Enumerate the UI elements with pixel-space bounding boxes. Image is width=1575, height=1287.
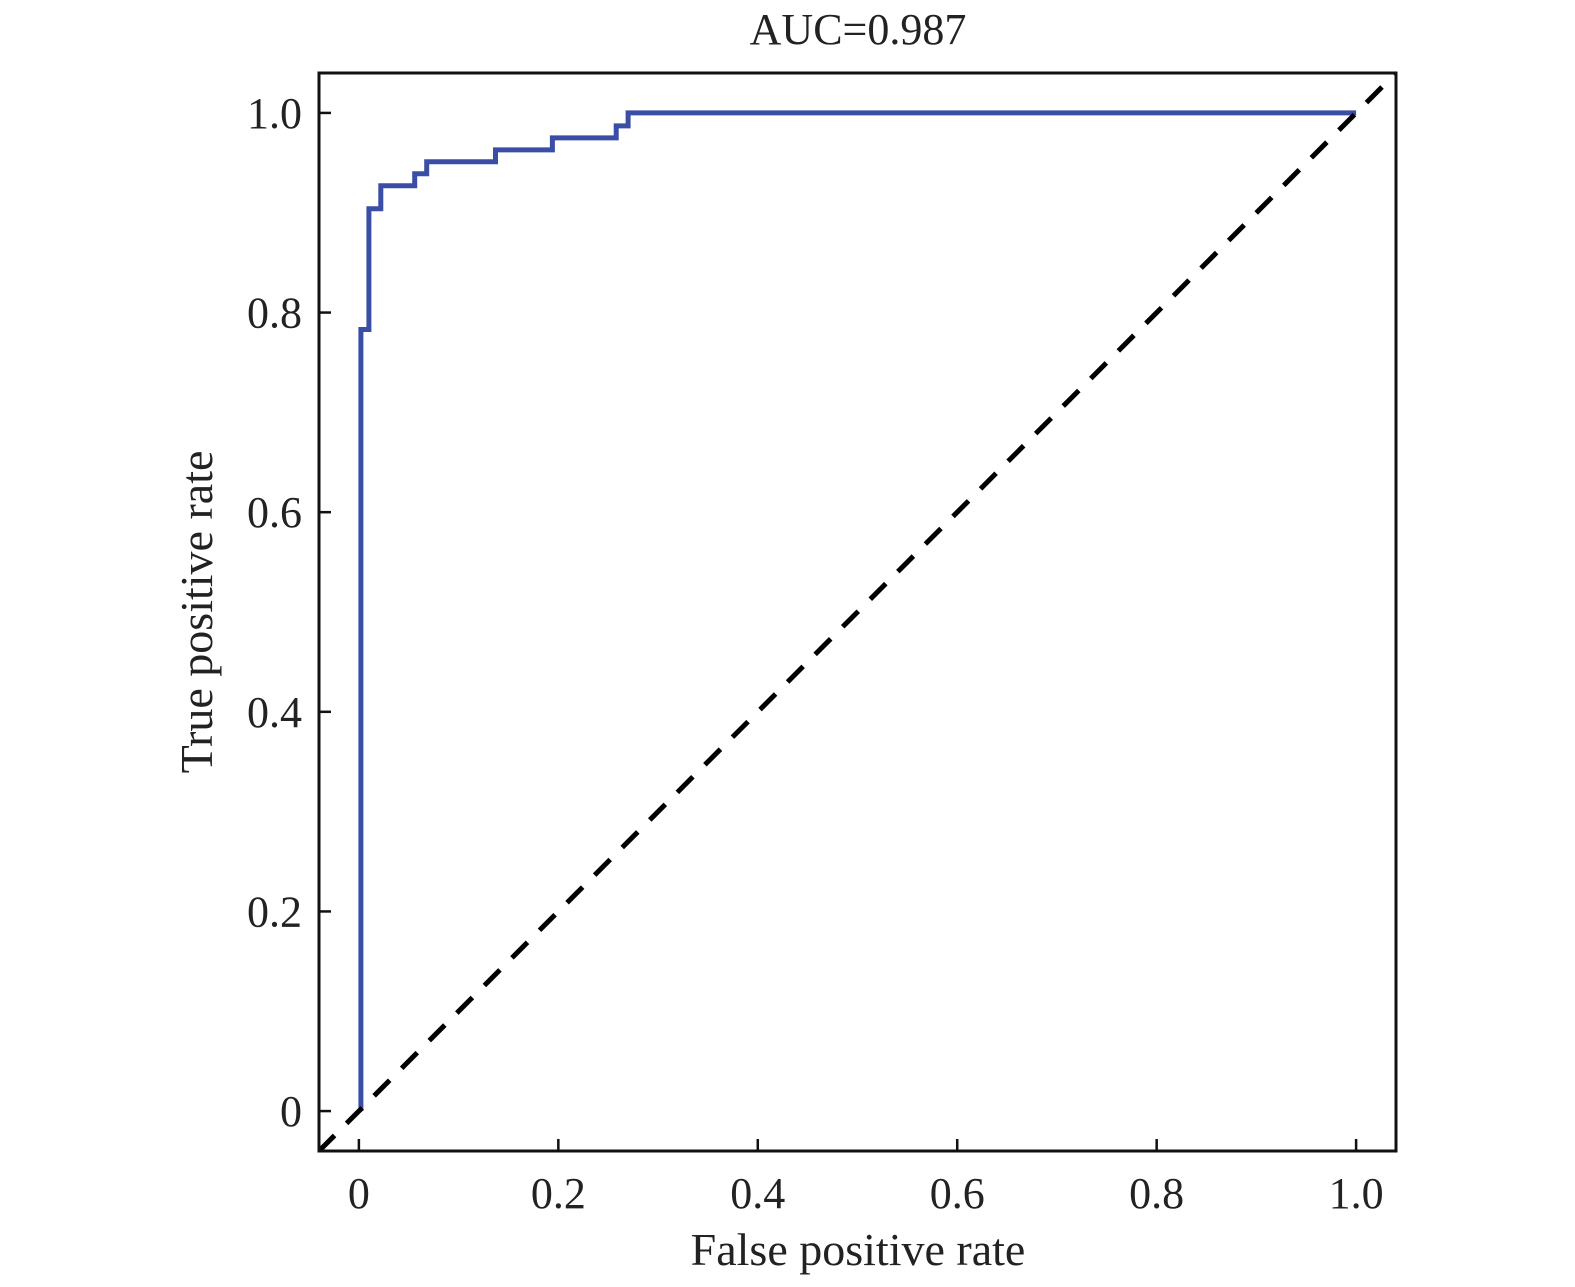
- x-tick-label: 0.4: [730, 1169, 785, 1218]
- y-tick-label: 0.2: [247, 887, 302, 936]
- x-tick-label: 0.6: [930, 1169, 985, 1218]
- y-axis-label: True positive rate: [171, 451, 222, 774]
- x-axis-label: False positive rate: [691, 1224, 1026, 1275]
- y-tick-label: 0.4: [247, 688, 302, 737]
- x-tick-label: 0.2: [531, 1169, 586, 1218]
- y-axis-ticks: 0 0.2 0.4 0.6 0.8 1.0: [247, 89, 331, 1136]
- chart-title: AUC=0.987: [750, 5, 967, 54]
- roc-curve-line: [358, 110, 1357, 1112]
- y-tick-label: 0.8: [247, 289, 302, 338]
- x-tick-label: 0: [348, 1169, 370, 1218]
- y-tick-label: 1.0: [247, 89, 302, 138]
- y-tick-label: 0.6: [247, 488, 302, 537]
- x-tick-label: 1.0: [1329, 1169, 1384, 1218]
- x-axis-ticks: 0 0.2 0.4 0.6 0.8 1.0: [348, 1139, 1384, 1218]
- plot-frame: [317, 71, 1398, 1153]
- plot-area: [317, 71, 1398, 1153]
- y-tick-label: 0: [280, 1087, 302, 1136]
- x-tick-label: 0.8: [1129, 1169, 1184, 1218]
- chance-diagonal-line: [319, 73, 1396, 1151]
